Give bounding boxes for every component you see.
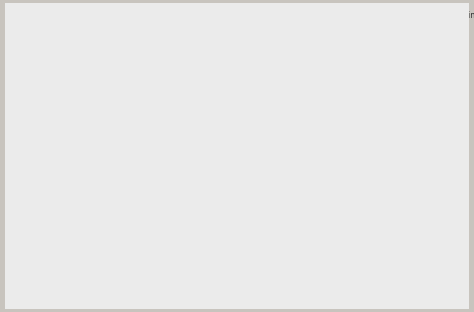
Bar	[223, 218, 341, 287]
Text: or sequences of reactions.  Show all relevant stereochemistry.: or sequences of reactions. Show all rele…	[62, 20, 312, 29]
Text: Propose structure(s) for the starting material(s), reagent(s), or major organic : Propose structure(s) for the starting ma…	[62, 11, 474, 20]
Text: 42.: 42.	[36, 82, 52, 92]
Bar	[268, 76, 386, 145]
Text: ‡S‡: ‡S‡	[166, 212, 178, 222]
Text: H₂O: H₂O	[235, 84, 251, 93]
Text: CH₃: CH₃	[117, 52, 133, 61]
Text: 43.: 43.	[36, 229, 52, 239]
Text: H: H	[73, 205, 79, 213]
Text: 2. NaOH, H₂O: 2. NaOH, H₂O	[166, 246, 222, 255]
Text: NH₃: NH₃	[189, 105, 205, 114]
Text: NaNH₂: NaNH₂	[183, 84, 210, 93]
Text: Br: Br	[100, 205, 109, 213]
Text: ||: ||	[171, 220, 176, 229]
Text: O: O	[146, 74, 153, 83]
Text: 1. H₂NCNH₂: 1. H₂NCNH₂	[166, 238, 214, 247]
